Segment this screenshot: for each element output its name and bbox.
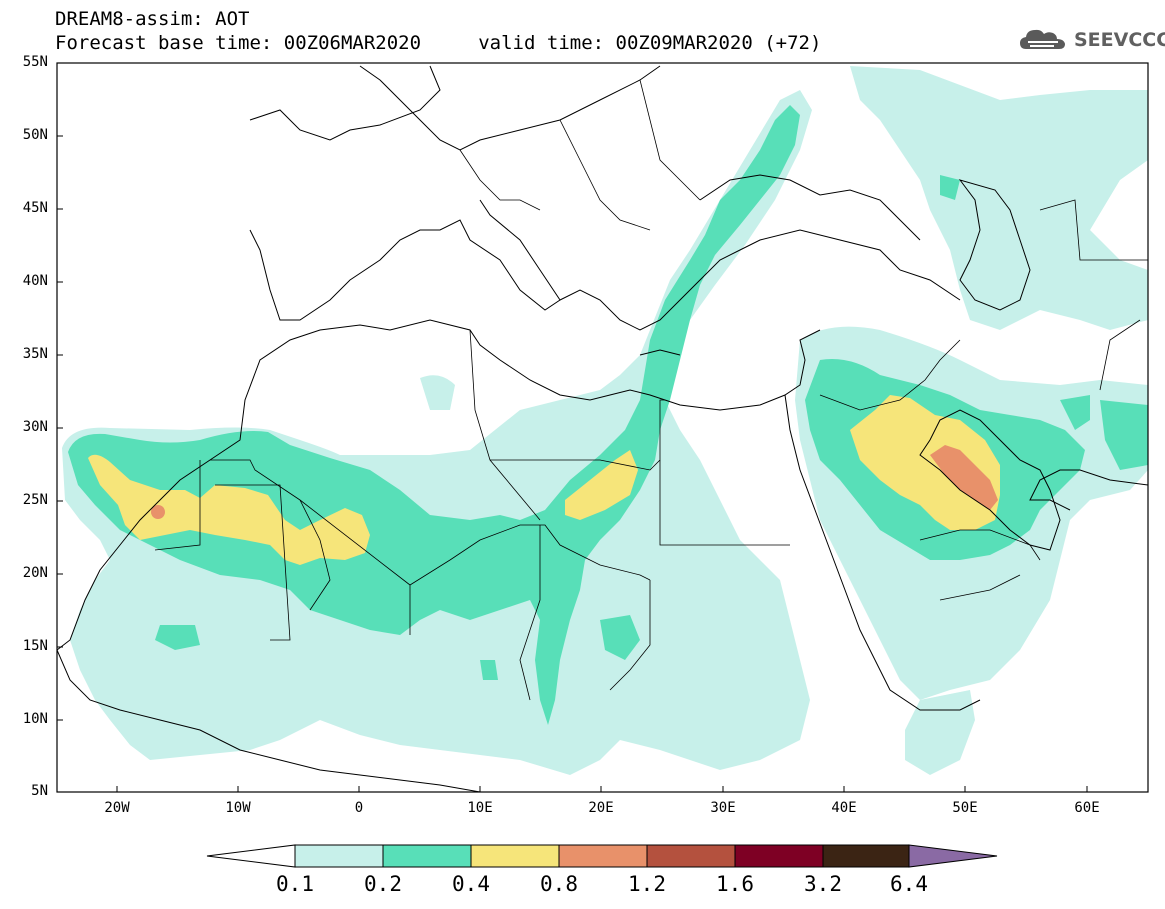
forecast-time-line: Forecast base time: 00Z06MAR2020 valid t… [55, 32, 822, 54]
lon-label: 0 [354, 800, 364, 816]
colorbar-label: 0.8 [540, 872, 578, 896]
aot-level-0.8 [151, 445, 998, 519]
colorbar-label: 0.1 [276, 872, 314, 896]
colorbar-swatch [734, 844, 824, 868]
lat-label: 35N [22, 346, 48, 362]
lon-label: 50E [952, 800, 978, 816]
coastlines-borders [57, 65, 1148, 792]
lat-label: 45N [22, 200, 48, 216]
colorbar-swatch [382, 844, 472, 868]
colorbar-swatch [294, 844, 384, 868]
colorbar-label: 3.2 [804, 872, 842, 896]
lon-label: 10E [467, 800, 493, 816]
lat-label: 15N [22, 638, 48, 654]
lat-label: 25N [22, 492, 48, 508]
lat-label: 10N [22, 711, 48, 727]
map-title: DREAM8-assim: AOT [55, 8, 250, 30]
colorbar-swatch [470, 844, 560, 868]
colorbar-label: 1.2 [628, 872, 666, 896]
seevccc-logo: SEEVCCC [1018, 26, 1165, 54]
lon-label: 60E [1074, 800, 1100, 816]
lat-label: 50N [22, 127, 48, 143]
lon-label: 20E [588, 800, 614, 816]
lat-label: 40N [22, 273, 48, 289]
colorbar-swatch [822, 844, 910, 868]
logo-text: SEEVCCC [1074, 29, 1165, 51]
colorbar [206, 844, 998, 868]
axis-ticks [57, 62, 1088, 792]
cloud-logo-icon [1020, 29, 1065, 49]
lon-label: 10W [225, 800, 251, 816]
lat-label: 55N [22, 54, 48, 70]
colorbar-label: 0.2 [364, 872, 402, 896]
lat-label: 30N [22, 419, 48, 435]
colorbar-swatch [558, 844, 648, 868]
lon-label: 40E [831, 800, 857, 816]
colorbar-over-triangle [908, 844, 998, 868]
lat-label: 20N [22, 565, 48, 581]
country-borders [154, 79, 1148, 701]
colorbar-label: 1.6 [716, 872, 754, 896]
lon-label: 30E [710, 800, 736, 816]
colorbar-label: 6.4 [890, 872, 928, 896]
colorbar-label: 0.4 [452, 872, 490, 896]
lon-label: 20W [104, 800, 130, 816]
aot-level-0.4 [88, 395, 1000, 565]
colorbar-under-triangle [206, 844, 296, 868]
colorbar-swatch [646, 844, 736, 868]
lat-label: 5N [31, 783, 48, 799]
